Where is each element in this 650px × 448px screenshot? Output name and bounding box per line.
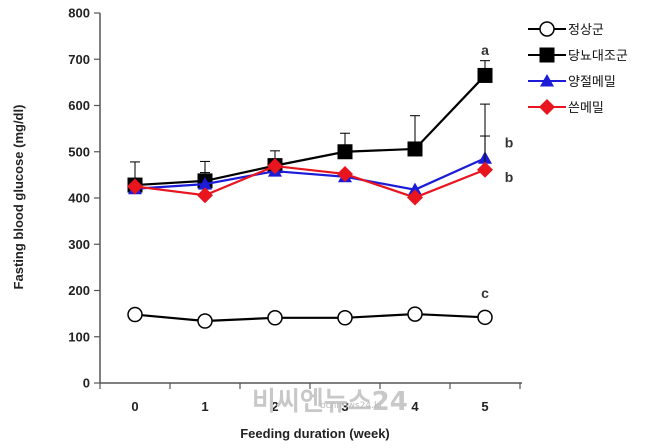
y-tick-label: 700 — [68, 52, 90, 67]
x-tick-label: 0 — [131, 399, 138, 414]
legend-entry: 정상군 — [528, 21, 604, 38]
data-point — [407, 141, 423, 157]
y-tick-label: 0 — [83, 376, 90, 391]
series-line — [134, 164, 486, 199]
significance-labels: a b b c — [481, 42, 513, 301]
y-axis-ticks: 0 100 200 300 400 500 600 700 800 — [68, 6, 100, 391]
y-axis-label: Fasting blood glucose (mg/dl) — [11, 105, 26, 290]
data-point — [267, 310, 283, 326]
y-tick-label: 800 — [68, 6, 90, 21]
x-tick-label: 3 — [341, 399, 348, 414]
y-tick-label: 400 — [68, 191, 90, 206]
data-point — [337, 165, 353, 182]
series-1 — [127, 306, 493, 329]
data-point — [267, 158, 283, 175]
watermark-subtext: bcnnews24.kr — [320, 401, 383, 411]
series-line — [134, 74, 486, 187]
legend-entry: 양절메밀 — [528, 74, 616, 90]
data-point — [477, 161, 493, 178]
legend-entry: 당뇨대조군 — [528, 47, 628, 64]
watermark: 비씨엔뉴스24 bcnnews24.kr — [252, 387, 408, 417]
data-point — [337, 310, 353, 326]
legend-label: 양절메밀 — [568, 75, 616, 90]
data-point — [477, 67, 493, 83]
x-axis-ticks: 0 1 2 3 4 5 — [99, 383, 521, 414]
legend-marker — [539, 99, 555, 115]
x-axis-label: Feeding duration (week) — [240, 426, 390, 441]
significance-label: a — [481, 42, 489, 58]
data-point — [337, 144, 353, 160]
series-line — [134, 157, 486, 191]
data-point — [198, 177, 212, 190]
series-4 — [127, 135, 493, 206]
data-point — [477, 309, 493, 326]
x-tick-label: 4 — [411, 399, 419, 414]
x-tick-label: 1 — [201, 399, 208, 414]
significance-label: c — [481, 285, 489, 301]
significance-label: b — [505, 169, 514, 185]
y-tick-label: 100 — [68, 329, 90, 344]
data-point — [408, 182, 422, 196]
data-point — [407, 189, 423, 206]
x-tick-label: 5 — [481, 399, 488, 414]
series-line — [134, 312, 486, 323]
legend-label: 당뇨대조군 — [568, 49, 628, 64]
axes — [99, 13, 522, 384]
legend-marker — [539, 21, 555, 37]
y-tick-label: 600 — [68, 98, 90, 113]
watermark-text: 비씨엔뉴스24 — [252, 387, 408, 417]
data-point — [197, 187, 213, 204]
series-layer — [127, 60, 493, 329]
legend-marker — [539, 47, 555, 63]
legend-entry: 쓴메밀 — [528, 99, 604, 116]
data-point — [407, 306, 423, 322]
y-tick-label: 200 — [68, 283, 90, 298]
data-point — [127, 306, 143, 323]
data-point — [197, 313, 213, 329]
series-2 — [127, 60, 493, 193]
legend-marker — [540, 74, 554, 87]
legend-label: 정상군 — [568, 23, 604, 38]
y-tick-label: 300 — [68, 237, 90, 252]
y-tick-label: 500 — [68, 144, 90, 159]
x-tick-label: 2 — [271, 399, 278, 414]
legend-label: 쓴메밀 — [568, 101, 604, 116]
data-point — [127, 178, 143, 195]
significance-label: b — [505, 135, 514, 151]
